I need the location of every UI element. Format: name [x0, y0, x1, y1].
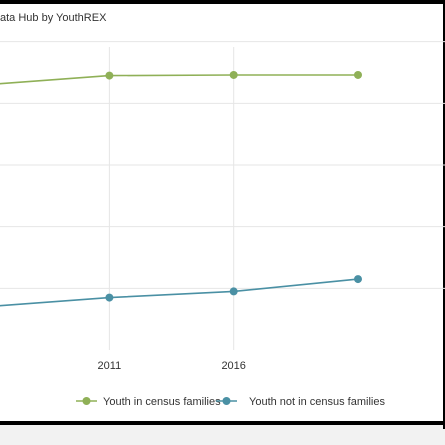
- series-lines: [0, 74, 359, 307]
- line-chart: 2011 2016 Youth in census families Youth n…: [0, 41, 445, 408]
- legend-label: Youth not in census families: [249, 396, 385, 408]
- grid: [0, 41, 445, 350]
- legend-label: Youth in census families: [103, 396, 221, 408]
- x-tick-label: 2011: [98, 360, 122, 372]
- legend-item-1[interactable]: Youth in census families: [76, 396, 221, 408]
- data-point[interactable]: [105, 71, 114, 80]
- legend[interactable]: Youth in census families Youth not in cen…: [76, 396, 385, 408]
- data-point[interactable]: [229, 70, 238, 79]
- data-point[interactable]: [353, 275, 362, 284]
- x-tick-label: 2016: [221, 360, 245, 372]
- data-point[interactable]: [229, 287, 238, 296]
- data-point[interactable]: [353, 70, 362, 79]
- chart-card: ata Hub by YouthREX: [0, 0, 445, 429]
- series-line-1: [0, 74, 358, 85]
- card-right-edge: [443, 4, 445, 429]
- data-point[interactable]: [105, 293, 114, 302]
- legend-item-2[interactable]: Youth not in census families: [216, 396, 385, 408]
- data-source-credit: ata Hub by YouthREX: [0, 12, 107, 24]
- series-points: [105, 70, 362, 302]
- x-axis-ticks: 2011 2016: [98, 360, 246, 372]
- series-line-2: [0, 278, 359, 307]
- legend-swatch-dot: [222, 397, 231, 405]
- legend-swatch-dot: [82, 397, 91, 405]
